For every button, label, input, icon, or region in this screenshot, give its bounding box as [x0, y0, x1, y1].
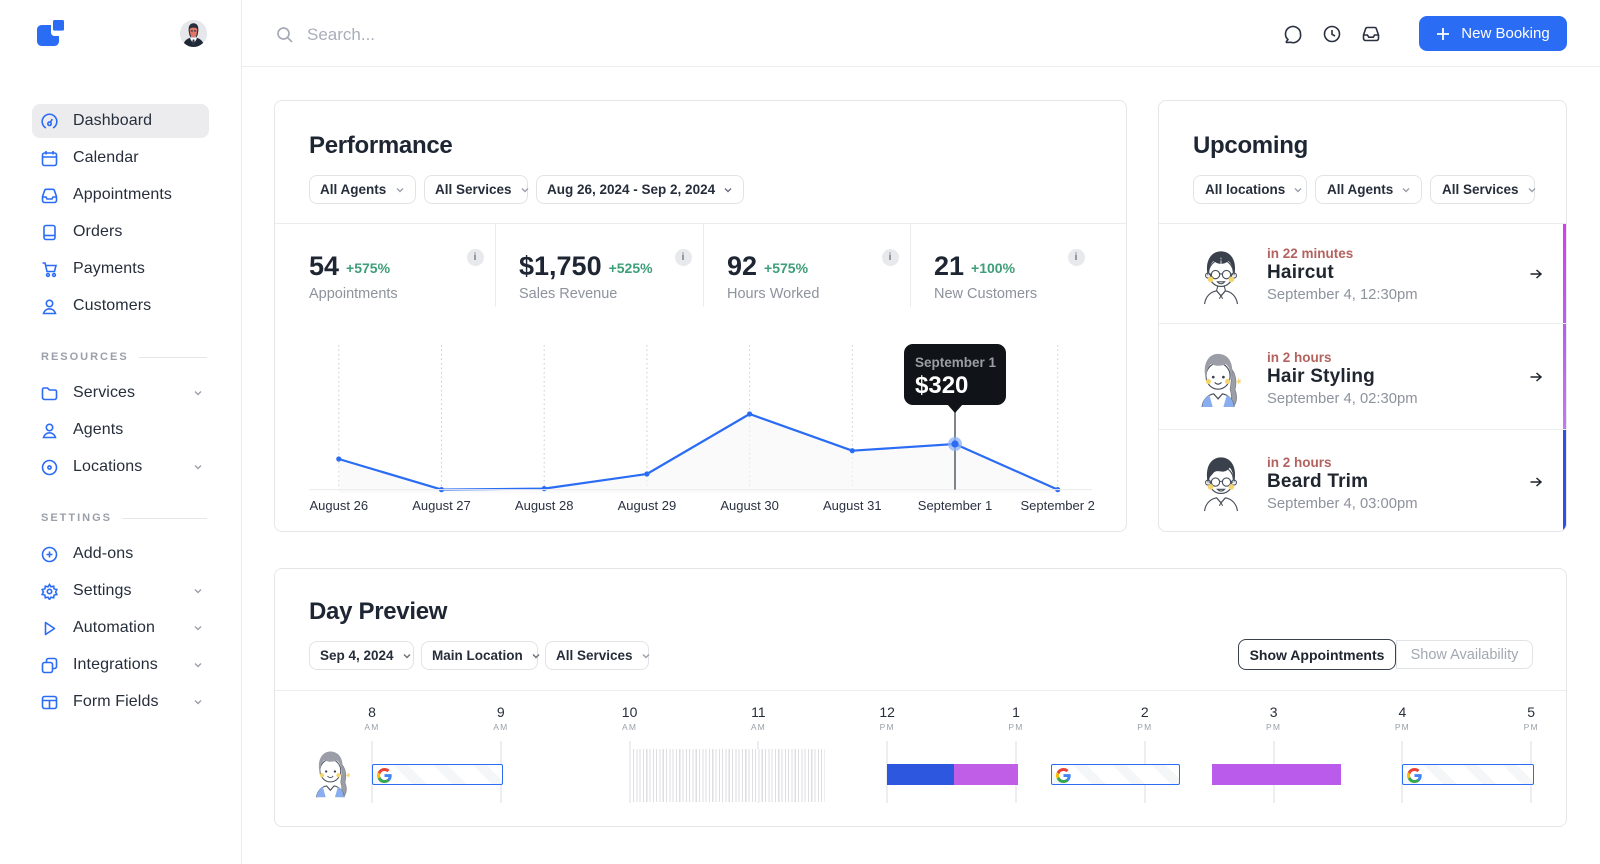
svg-text:August 30: August 30 [720, 498, 779, 513]
svg-text:September 1: September 1 [918, 498, 992, 513]
svg-text:September 2: September 2 [1020, 498, 1094, 513]
svg-text:$320: $320 [915, 372, 968, 399]
svg-text:August 27: August 27 [412, 498, 471, 513]
svg-text:August 31: August 31 [823, 498, 882, 513]
svg-text:August 28: August 28 [515, 498, 574, 513]
svg-text:September 1: September 1 [915, 355, 997, 370]
svg-text:August 29: August 29 [618, 498, 677, 513]
svg-text:August 26: August 26 [310, 498, 369, 513]
